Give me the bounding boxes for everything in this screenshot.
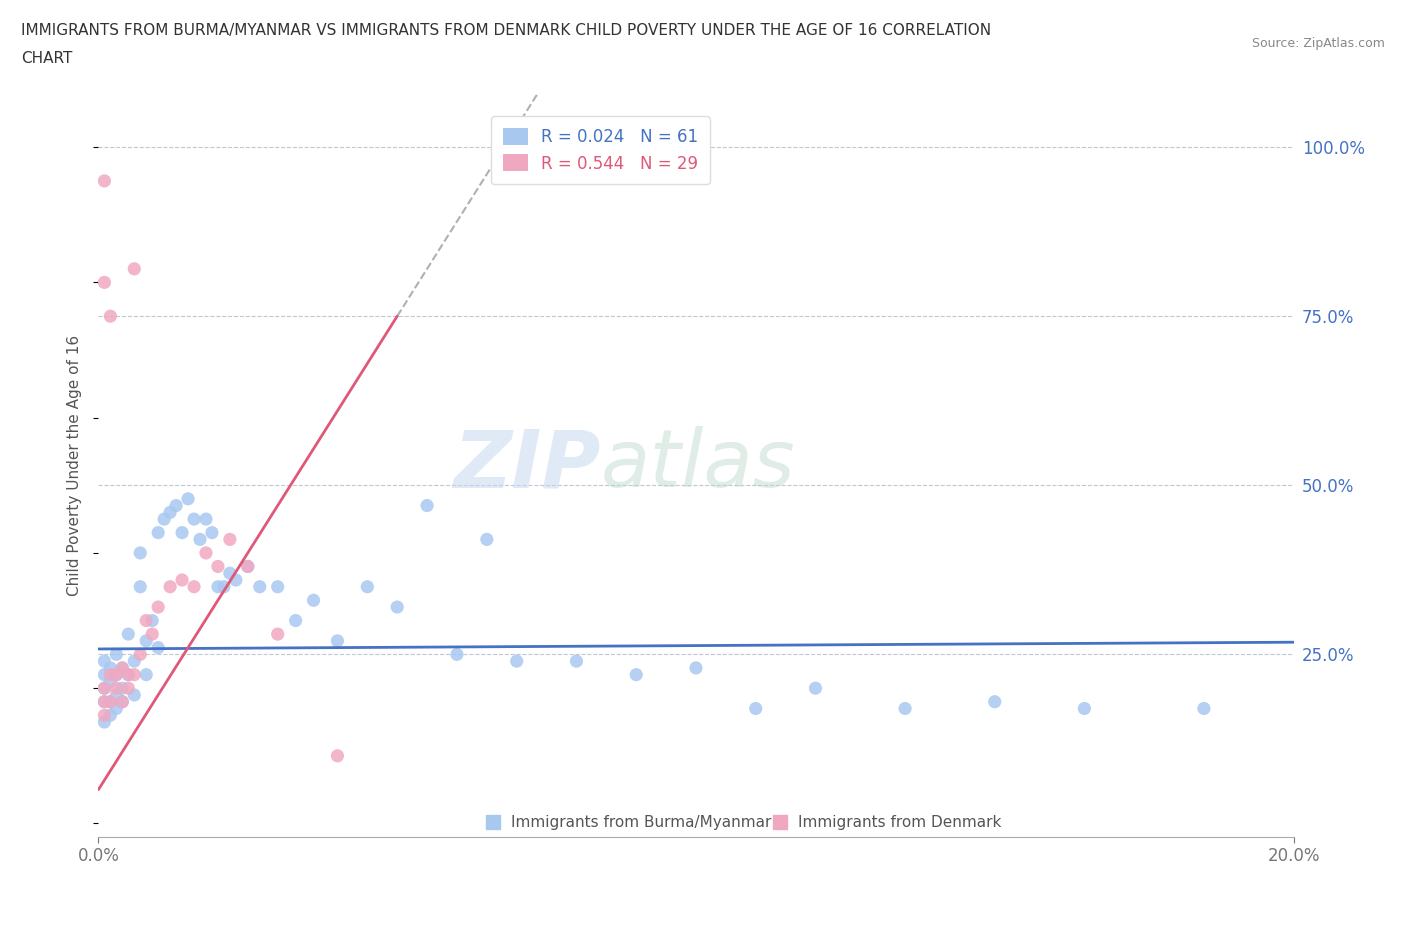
Point [177,491,200,506]
Point [117,627,139,642]
Point [98,695,122,710]
Point [565,654,588,669]
Point [201,525,224,540]
Point [212,579,235,594]
Point [93,667,115,682]
Point [111,660,134,675]
Point [111,695,134,710]
Legend: R = 0.024   N = 61, R = 0.544   N = 29: R = 0.024 N = 61, R = 0.544 N = 29 [491,116,710,184]
Point [124,687,146,702]
Point [267,627,290,642]
Text: Immigrants from Denmark: Immigrants from Denmark [797,815,1001,830]
Point [148,525,170,540]
Point [98,309,122,324]
Text: Immigrants from Burma/Myanmar: Immigrants from Burma/Myanmar [510,815,770,830]
Point [105,667,128,682]
Point [93,275,115,290]
Point [98,695,122,710]
Y-axis label: Child Poverty Under the Age of 16: Child Poverty Under the Age of 16 [67,335,83,595]
Point [219,532,242,547]
Point [626,667,648,682]
Point [111,695,134,710]
Point [195,512,218,526]
Point [111,660,134,675]
Point [117,667,139,682]
Point [105,701,128,716]
Point [135,633,157,648]
Point [105,687,128,702]
Point [236,559,259,574]
Point [93,714,115,729]
Text: atlas: atlas [600,426,796,504]
Point [236,559,259,574]
Point [475,532,498,547]
Point [98,708,122,723]
Point [745,701,768,716]
Point [93,708,115,723]
Point [207,579,229,594]
Point [93,681,115,696]
Point [159,505,181,520]
Point [249,579,271,594]
Point [416,498,439,513]
Point [326,633,349,648]
Point [93,654,115,669]
Point [93,695,115,710]
Point [129,546,152,561]
Point [219,565,242,580]
Point [148,600,170,615]
Point [141,627,163,642]
Point [172,573,194,588]
Point [984,695,1007,710]
Point [135,667,157,682]
Point [98,667,122,682]
Point [385,600,409,615]
Point [225,573,247,588]
Point [93,174,115,189]
Point [111,681,134,696]
Point [183,512,205,526]
Point [141,613,163,628]
Point [165,498,187,513]
Text: CHART: CHART [21,51,73,66]
Point [188,532,211,547]
Point [135,613,157,628]
Point [506,654,529,669]
Point [124,654,146,669]
Point [98,674,122,689]
Point [284,613,307,628]
Point [117,667,139,682]
Point [129,579,152,594]
Point [124,261,146,276]
Text: Source: ZipAtlas.com: Source: ZipAtlas.com [1251,37,1385,50]
Text: IMMIGRANTS FROM BURMA/MYANMAR VS IMMIGRANTS FROM DENMARK CHILD POVERTY UNDER THE: IMMIGRANTS FROM BURMA/MYANMAR VS IMMIGRA… [21,23,991,38]
Point [195,546,218,561]
Point [685,660,707,675]
Point [356,579,378,594]
Point [117,681,139,696]
Point [148,640,170,655]
Point [183,579,205,594]
Point [105,681,128,696]
Point [267,579,290,594]
Point [124,667,146,682]
Point [159,579,181,594]
Point [804,681,827,696]
Point [326,749,349,764]
Point [894,701,917,716]
Point [446,647,468,662]
Point [1192,701,1215,716]
Point [207,559,229,574]
Point [153,512,176,526]
Point [93,681,115,696]
Point [302,592,325,607]
Point [172,525,194,540]
Point [105,667,128,682]
Point [93,695,115,710]
Point [105,647,128,662]
Point [1073,701,1095,716]
Point [98,660,122,675]
Point [129,647,152,662]
Text: ZIP: ZIP [453,426,600,504]
